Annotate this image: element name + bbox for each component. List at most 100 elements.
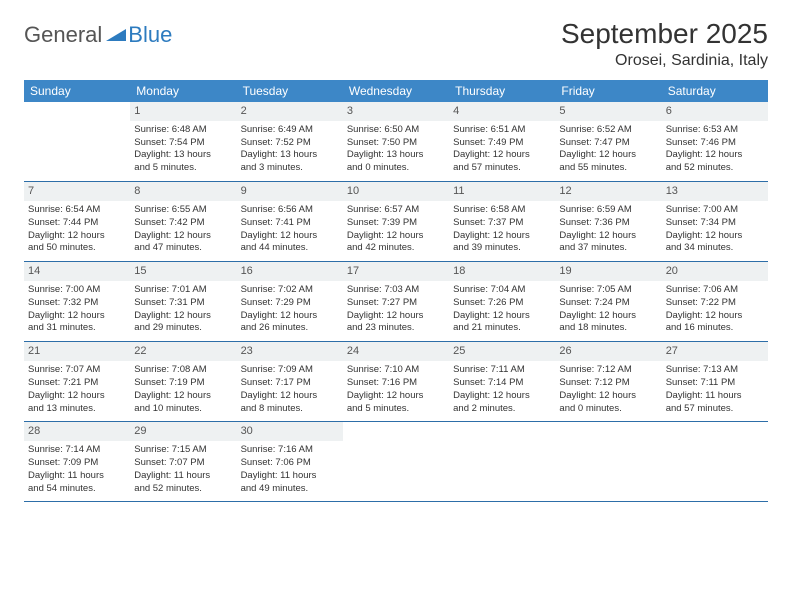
- daylight2-text: and 37 minutes.: [559, 242, 657, 255]
- daylight1-text: Daylight: 11 hours: [241, 470, 339, 483]
- day-number: 24: [343, 342, 449, 361]
- sunrise-text: Sunrise: 7:11 AM: [453, 364, 551, 377]
- sunset-text: Sunset: 7:26 PM: [453, 297, 551, 310]
- daylight2-text: and 34 minutes.: [666, 242, 764, 255]
- day-number: 21: [24, 342, 130, 361]
- day-cell: 3Sunrise: 6:50 AMSunset: 7:50 PMDaylight…: [343, 102, 449, 181]
- sunset-text: Sunset: 7:31 PM: [134, 297, 232, 310]
- sunrise-text: Sunrise: 7:14 AM: [28, 444, 126, 457]
- day-cell: 7Sunrise: 6:54 AMSunset: 7:44 PMDaylight…: [24, 182, 130, 261]
- daylight2-text: and 0 minutes.: [559, 403, 657, 416]
- sunset-text: Sunset: 7:36 PM: [559, 217, 657, 230]
- day-cell: 21 Sunrise: 7:07 AMSunset: 7:21 PMDayligh…: [24, 342, 130, 421]
- daylight1-text: Daylight: 12 hours: [453, 230, 551, 243]
- day-cell: 16Sunrise: 7:02 AMSunset: 7:29 PMDayligh…: [237, 262, 343, 341]
- daylight2-text: and 39 minutes.: [453, 242, 551, 255]
- day-number: 20: [662, 262, 768, 281]
- sunrise-text: Sunrise: 7:06 AM: [666, 284, 764, 297]
- day-cell: 26Sunrise: 7:12 AMSunset: 7:12 PMDayligh…: [555, 342, 661, 421]
- day-number: 19: [555, 262, 661, 281]
- sunrise-text: Sunrise: 7:12 AM: [559, 364, 657, 377]
- daylight1-text: Daylight: 12 hours: [347, 230, 445, 243]
- sunrise-text: Sunrise: 7:08 AM: [134, 364, 232, 377]
- daylight2-text: and 52 minutes.: [666, 162, 764, 175]
- day-number: 4: [449, 102, 555, 121]
- daylight2-text: and 47 minutes.: [134, 242, 232, 255]
- week-row: 21Sunrise: 7:07 AMSunset: 7:21 PMDayligh…: [24, 342, 768, 422]
- sunset-text: Sunset: 7:52 PM: [241, 137, 339, 150]
- day-number: 29: [130, 422, 236, 441]
- day-number: 6: [662, 102, 768, 121]
- daylight2-text: and 0 minutes.: [347, 162, 445, 175]
- week-row: 7Sunrise: 6:54 AMSunset: 7:44 PMDaylight…: [24, 182, 768, 262]
- sunset-text: Sunset: 7:49 PM: [453, 137, 551, 150]
- sunrise-text: Sunrise: 6:52 AM: [559, 124, 657, 137]
- day-number: 10: [343, 182, 449, 201]
- sunset-text: Sunset: 7:17 PM: [241, 377, 339, 390]
- logo-text-general: General: [24, 22, 102, 48]
- day-cell: 14Sunrise: 7:00 AMSunset: 7:32 PMDayligh…: [24, 262, 130, 341]
- sunset-text: Sunset: 7:39 PM: [347, 217, 445, 230]
- page-title: September 2025: [561, 18, 768, 50]
- daylight2-text: and 50 minutes.: [28, 242, 126, 255]
- sunrise-text: Sunrise: 6:58 AM: [453, 204, 551, 217]
- daylight2-text: and 52 minutes.: [134, 483, 232, 496]
- day-number: 26: [555, 342, 661, 361]
- day-cell: [662, 422, 768, 501]
- weekday-header: Sunday: [24, 80, 130, 102]
- daylight1-text: Daylight: 12 hours: [347, 390, 445, 403]
- day-cell: [449, 422, 555, 501]
- daylight2-text: and 13 minutes.: [28, 403, 126, 416]
- daylight2-text: and 42 minutes.: [347, 242, 445, 255]
- sunset-text: Sunset: 7:32 PM: [28, 297, 126, 310]
- daylight2-text: and 5 minutes.: [134, 162, 232, 175]
- daylight2-text: and 26 minutes.: [241, 322, 339, 335]
- daylight2-text: and 18 minutes.: [559, 322, 657, 335]
- sunrise-text: Sunrise: 7:05 AM: [559, 284, 657, 297]
- day-cell: 5Sunrise: 6:52 AMSunset: 7:47 PMDaylight…: [555, 102, 661, 181]
- daylight2-text: and 54 minutes.: [28, 483, 126, 496]
- day-number: 13: [662, 182, 768, 201]
- sunset-text: Sunset: 7:42 PM: [134, 217, 232, 230]
- sunrise-text: Sunrise: 7:13 AM: [666, 364, 764, 377]
- sunset-text: Sunset: 7:54 PM: [134, 137, 232, 150]
- daylight2-text: and 3 minutes.: [241, 162, 339, 175]
- day-cell: 28Sunrise: 7:14 AMSunset: 7:09 PMDayligh…: [24, 422, 130, 501]
- daylight2-text: and 23 minutes.: [347, 322, 445, 335]
- sunrise-text: Sunrise: 7:07 AM: [28, 364, 126, 377]
- day-number: 25: [449, 342, 555, 361]
- day-cell: 20Sunrise: 7:06 AMSunset: 7:22 PMDayligh…: [662, 262, 768, 341]
- sunset-text: Sunset: 7:50 PM: [347, 137, 445, 150]
- sunrise-text: Sunrise: 7:15 AM: [134, 444, 232, 457]
- daylight1-text: Daylight: 12 hours: [28, 230, 126, 243]
- sunrise-text: Sunrise: 6:54 AM: [28, 204, 126, 217]
- weekday-header: Wednesday: [343, 80, 449, 102]
- daylight1-text: Daylight: 12 hours: [28, 390, 126, 403]
- sunset-text: Sunset: 7:14 PM: [453, 377, 551, 390]
- sunrise-text: Sunrise: 7:03 AM: [347, 284, 445, 297]
- daylight2-text: and 21 minutes.: [453, 322, 551, 335]
- day-number: 23: [237, 342, 343, 361]
- sunset-text: Sunset: 7:06 PM: [241, 457, 339, 470]
- sunset-text: Sunset: 7:07 PM: [134, 457, 232, 470]
- sunset-text: Sunset: 7:21 PM: [28, 377, 126, 390]
- daylight2-text: and 49 minutes.: [241, 483, 339, 496]
- day-cell: 2Sunrise: 6:49 AMSunset: 7:52 PMDaylight…: [237, 102, 343, 181]
- weekday-header: Saturday: [662, 80, 768, 102]
- sunrise-text: Sunrise: 7:09 AM: [241, 364, 339, 377]
- sunrise-text: Sunrise: 7:00 AM: [666, 204, 764, 217]
- sunrise-text: Sunrise: 6:51 AM: [453, 124, 551, 137]
- daylight1-text: Daylight: 12 hours: [666, 149, 764, 162]
- week-row: 14Sunrise: 7:00 AMSunset: 7:32 PMDayligh…: [24, 262, 768, 342]
- day-cell: 10Sunrise: 6:57 AMSunset: 7:39 PMDayligh…: [343, 182, 449, 261]
- day-cell: 4Sunrise: 6:51 AMSunset: 7:49 PMDaylight…: [449, 102, 555, 181]
- day-cell: [343, 422, 449, 501]
- daylight2-text: and 55 minutes.: [559, 162, 657, 175]
- daylight2-text: and 8 minutes.: [241, 403, 339, 416]
- day-cell: 17Sunrise: 7:03 AMSunset: 7:27 PMDayligh…: [343, 262, 449, 341]
- day-number: 30: [237, 422, 343, 441]
- header: General Blue September 2025 Orosei, Sard…: [24, 18, 768, 70]
- day-number: 3: [343, 102, 449, 121]
- day-cell: 11Sunrise: 6:58 AMSunset: 7:37 PMDayligh…: [449, 182, 555, 261]
- sunrise-text: Sunrise: 7:16 AM: [241, 444, 339, 457]
